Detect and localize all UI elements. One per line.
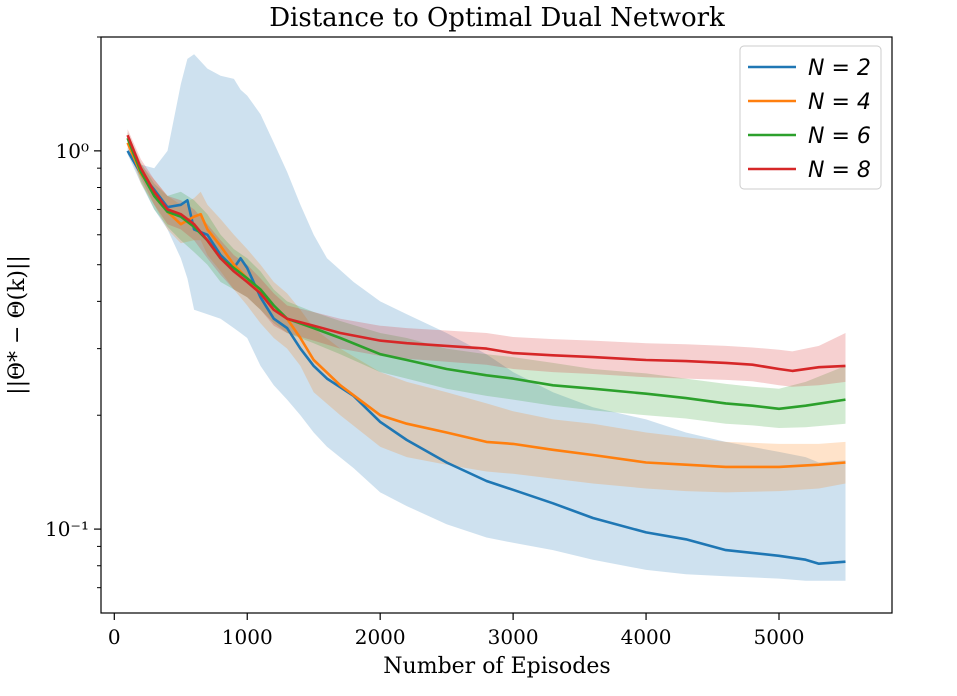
series-lines xyxy=(126,134,846,565)
series-line-4 xyxy=(126,134,846,373)
x-tick-label: 2000 xyxy=(355,625,406,649)
legend-label-3: N = 6 xyxy=(808,124,871,149)
chart-title: Distance to Optimal Dual Network xyxy=(269,3,725,33)
x-axis: 0 1000 2000 3000 4000 5000 xyxy=(108,613,805,649)
x-axis-label: Number of Episodes xyxy=(383,654,610,679)
x-tick-label: 5000 xyxy=(754,625,805,649)
confidence-bands xyxy=(127,54,846,581)
legend-label-4: N = 8 xyxy=(808,158,871,183)
series-line-1 xyxy=(126,150,846,565)
x-tick-label: 3000 xyxy=(488,625,539,649)
y-axis: 10⁰ 10⁻¹ xyxy=(45,36,101,589)
plot-frame xyxy=(100,36,893,614)
legend: N = 2 N = 4 N = 6 N = 8 xyxy=(739,45,882,190)
legend-label-2: N = 4 xyxy=(808,90,871,115)
series-band-4 xyxy=(127,129,846,387)
y-tick-label: 10⁻¹ xyxy=(45,517,89,541)
x-tick-label: 0 xyxy=(108,625,121,649)
y-axis-label: ||Θ* − Θ(k)|| xyxy=(5,255,30,395)
x-tick-label: 4000 xyxy=(621,625,672,649)
series-band-3 xyxy=(127,132,846,428)
series-band-1 xyxy=(127,54,846,581)
legend-label-1: N = 2 xyxy=(808,56,871,81)
series-line-3 xyxy=(126,137,846,411)
series-line-2 xyxy=(126,142,846,469)
y-tick-label: 10⁰ xyxy=(56,139,89,163)
x-tick-label: 1000 xyxy=(222,625,273,649)
legend-box xyxy=(739,45,882,190)
